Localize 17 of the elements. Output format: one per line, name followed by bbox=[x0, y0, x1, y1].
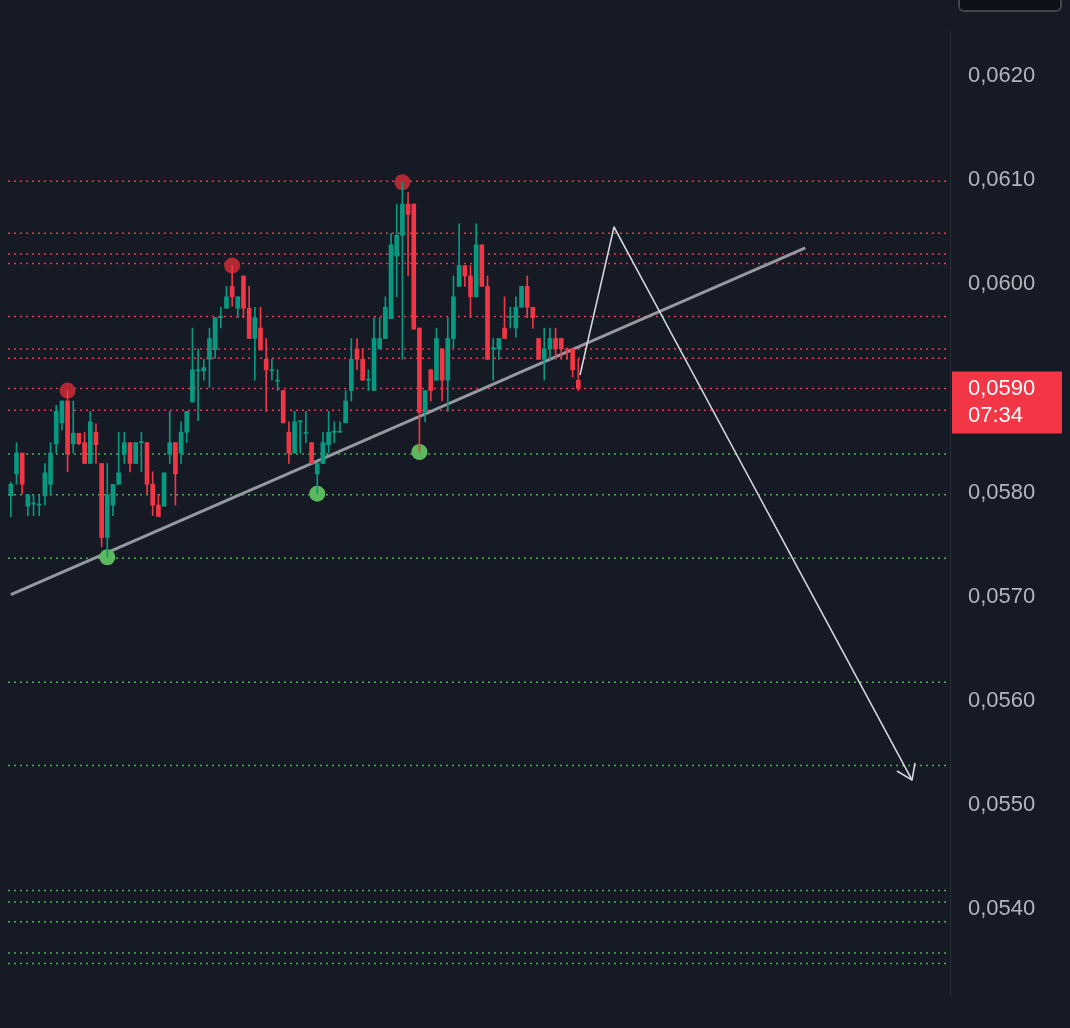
text: 07:34 bbox=[968, 401, 1024, 427]
y-tick-label: 0,0570 bbox=[968, 582, 1036, 608]
y-tick-label: 0,0550 bbox=[968, 791, 1036, 817]
point bbox=[99, 549, 116, 566]
y-tick-label: 0,0580 bbox=[968, 478, 1036, 504]
point bbox=[224, 257, 241, 274]
y-tick-label: 0,0540 bbox=[968, 895, 1036, 921]
point bbox=[309, 485, 326, 502]
y-tick-label: 0,0560 bbox=[968, 687, 1036, 713]
candlestick bbox=[161, 472, 167, 507]
point bbox=[59, 382, 76, 399]
point bbox=[394, 174, 411, 191]
y-tick-label: 0,0600 bbox=[968, 270, 1036, 296]
y-tick-label: 0,0620 bbox=[968, 62, 1036, 88]
y-tick-label: 0,0610 bbox=[968, 166, 1036, 192]
ref-line-label: 0,0590 bbox=[968, 374, 1036, 400]
point bbox=[411, 444, 428, 461]
